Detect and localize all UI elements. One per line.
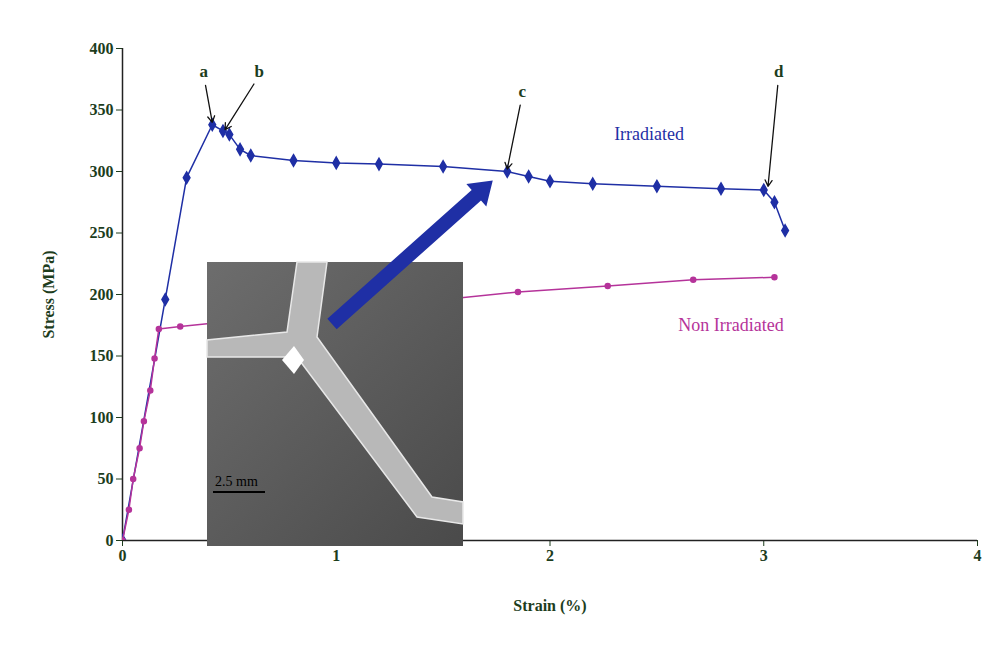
svg-text:Non Irradiated: Non Irradiated <box>678 315 783 335</box>
svg-text:a: a <box>199 62 208 81</box>
svg-text:350: 350 <box>90 101 114 118</box>
svg-text:3: 3 <box>760 547 768 564</box>
svg-text:2.5 mm: 2.5 mm <box>215 474 258 489</box>
svg-text:b: b <box>255 62 264 81</box>
svg-text:150: 150 <box>90 347 114 364</box>
svg-text:Strain (%): Strain (%) <box>513 597 586 615</box>
svg-text:100: 100 <box>90 409 114 426</box>
svg-text:Stress (MPa): Stress (MPa) <box>40 250 58 338</box>
svg-text:0: 0 <box>119 547 127 564</box>
svg-text:50: 50 <box>98 470 114 487</box>
svg-text:2: 2 <box>546 547 554 564</box>
svg-text:250: 250 <box>90 224 114 241</box>
svg-text:d: d <box>774 62 784 81</box>
svg-text:0: 0 <box>106 532 114 549</box>
svg-text:c: c <box>518 82 526 101</box>
svg-text:1: 1 <box>332 547 340 564</box>
svg-text:400: 400 <box>90 40 114 57</box>
svg-text:300: 300 <box>90 163 114 180</box>
svg-text:4: 4 <box>974 547 982 564</box>
svg-text:Irradiated: Irradiated <box>614 124 684 144</box>
svg-text:200: 200 <box>90 286 114 303</box>
